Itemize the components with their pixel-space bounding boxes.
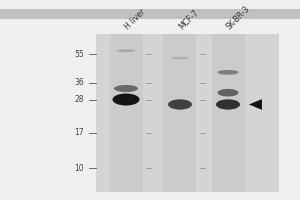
Ellipse shape [218,70,239,75]
Ellipse shape [168,99,192,110]
Text: MCF-7: MCF-7 [177,8,200,32]
Ellipse shape [114,85,138,92]
Text: 28: 28 [74,95,84,104]
Bar [110,34,142,192]
Ellipse shape [216,99,240,110]
Bar [0,9,300,19]
Bar [96,34,279,192]
Bar [212,34,244,192]
Ellipse shape [218,89,239,96]
Text: H liver: H liver [123,8,147,32]
Bar [164,34,196,192]
Text: 17: 17 [74,128,84,137]
Text: SK-BR-3: SK-BR-3 [225,4,252,32]
Ellipse shape [117,49,135,52]
Ellipse shape [171,57,189,59]
Text: 10: 10 [74,164,84,173]
Polygon shape [249,99,262,110]
Text: 55: 55 [74,50,84,59]
Ellipse shape [112,94,140,106]
Text: 36: 36 [74,78,84,87]
